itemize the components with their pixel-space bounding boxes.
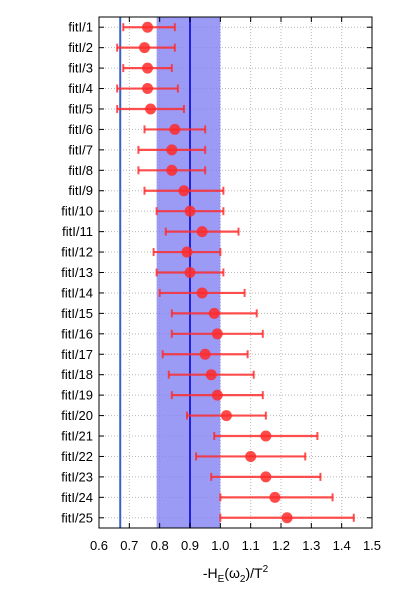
data-point-20: [185, 410, 267, 422]
data-point-15: [170, 307, 258, 319]
point-marker: [211, 328, 223, 340]
y-tick-label: fitI/4: [68, 81, 93, 96]
point-marker: [142, 62, 154, 74]
x-tick-label: 0.9: [181, 538, 199, 553]
point-marker: [139, 42, 150, 54]
point-marker: [245, 450, 257, 462]
x-axis-title-part: -H: [203, 565, 218, 581]
y-tick-label: fitI/14: [61, 285, 93, 300]
data-point-14: [158, 287, 246, 299]
x-axis-title-part: 2: [263, 564, 269, 575]
data-point-25: [219, 512, 355, 524]
point-marker: [166, 144, 178, 156]
x-tick-label: 1.0: [211, 538, 229, 553]
x-tick-label: 0.6: [90, 538, 108, 553]
point-marker: [220, 410, 232, 422]
x-axis-title-part: )/T: [245, 565, 263, 581]
y-tick-label: fitI/2: [68, 40, 93, 55]
point-marker: [269, 491, 281, 503]
data-point-8: [137, 164, 207, 176]
data-point-19: [170, 389, 264, 401]
data-point-17: [161, 348, 249, 360]
data-point-24: [219, 491, 334, 503]
point-marker: [142, 83, 154, 95]
point-marker: [208, 307, 220, 319]
data-point-13: [155, 267, 225, 278]
y-tick-label: fitI/1: [68, 20, 93, 35]
y-tick-label: fitI/19: [61, 388, 93, 403]
x-tick-label: 0.8: [151, 538, 169, 553]
y-tick-label: fitI/16: [61, 326, 93, 341]
point-marker: [199, 348, 211, 360]
x-axis-title-part: 2: [240, 574, 246, 585]
point-marker: [196, 226, 208, 238]
axes: fitI/1 fitI/2 fitI/3 fitI/4 fitI/5 fitI/6 fitI…: [61, 17, 381, 553]
x-tick-label: 1.4: [333, 538, 351, 553]
x-tick-label: 1.5: [363, 538, 381, 553]
grid: [99, 17, 372, 528]
data-point-6: [143, 123, 207, 135]
y-tick-label: fitI/23: [61, 469, 93, 484]
x-tick-label: 1.1: [242, 538, 260, 553]
point-marker: [211, 389, 223, 401]
data-point-12: [152, 246, 222, 258]
data-point-16: [170, 328, 264, 340]
data-point-18: [167, 369, 255, 381]
point-marker: [260, 430, 272, 442]
y-tick-label: fitI/20: [61, 408, 93, 423]
data-point-23: [210, 471, 322, 483]
y-tick-label: fitI/22: [61, 449, 93, 464]
point-marker: [178, 185, 190, 197]
y-tick-label: fitI/25: [61, 510, 93, 525]
y-tick-label: fitI/8: [68, 163, 93, 178]
plot-frame: [98, 16, 373, 529]
y-tick-label: fitI/15: [61, 306, 93, 321]
y-tick-label: fitI/9: [68, 183, 93, 198]
point-marker: [260, 471, 272, 483]
point-marker: [145, 103, 157, 115]
point-marker: [169, 123, 181, 135]
y-tick-label: fitI/18: [61, 367, 93, 382]
point-marker: [196, 287, 208, 299]
data-point-1: [122, 21, 176, 33]
point-marker: [166, 164, 178, 176]
y-tick-label: fitI/17: [61, 347, 93, 362]
data-point-10: [155, 205, 225, 217]
data-point-3: [122, 62, 173, 74]
y-tick-label: fitI/12: [61, 245, 93, 260]
data-point-21: [213, 430, 319, 442]
data-point-7: [137, 144, 207, 156]
y-tick-label: fitI/3: [68, 61, 93, 76]
x-axis-title: -HE(ω2)/T2: [203, 564, 269, 585]
point-marker: [181, 246, 193, 258]
y-tick-label: fitI/11: [62, 224, 93, 239]
x-axis-title-part: (ω: [224, 565, 240, 581]
data-point-9: [143, 185, 225, 197]
data-series: [116, 21, 355, 524]
point-marker: [184, 267, 196, 278]
y-tick-label: fitI/6: [68, 122, 93, 137]
y-tick-label: fitI/21: [61, 429, 93, 444]
x-axis-title-part: E: [218, 574, 225, 585]
x-tick-label: 1.3: [302, 538, 320, 553]
data-point-2: [116, 42, 176, 54]
data-point-11: [164, 226, 240, 238]
point-marker: [205, 369, 217, 381]
y-tick-label: fitI/5: [68, 101, 93, 116]
data-point-5: [116, 103, 185, 115]
x-tick-label: 0.7: [120, 538, 138, 553]
y-tick-label: fitI/7: [68, 142, 93, 157]
y-tick-label: fitI/10: [61, 204, 93, 219]
y-tick-label: fitI/13: [61, 265, 93, 280]
y-tick-label: fitI/24: [61, 490, 93, 505]
point-marker: [142, 21, 154, 33]
data-point-22: [195, 450, 307, 462]
data-point-4: [116, 83, 179, 95]
point-marker: [184, 205, 196, 217]
x-tick-label: 1.2: [272, 538, 290, 553]
point-marker: [281, 512, 293, 524]
